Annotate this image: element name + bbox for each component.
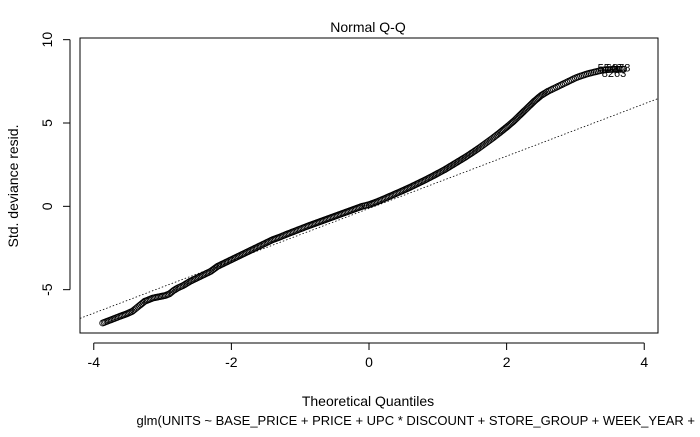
x-tick-label: 4 xyxy=(640,354,648,370)
y-tick-label: -5 xyxy=(39,283,55,296)
reference-line xyxy=(80,98,658,319)
point-label: 8263 xyxy=(602,68,626,80)
data-point xyxy=(615,65,622,73)
y-tick-label: 10 xyxy=(39,32,55,48)
point-label: 5540 xyxy=(598,63,622,75)
data-point xyxy=(613,65,621,73)
plot-frame xyxy=(79,37,659,334)
x-axis: -4 -2 0 2 4 xyxy=(88,342,648,370)
chart-title: Normal Q-Q xyxy=(330,19,406,35)
y-tick-label: 0 xyxy=(39,202,55,210)
data-point xyxy=(611,65,619,73)
x-axis-label: Theoretical Quantiles xyxy=(302,393,434,409)
y-axis: -5 0 5 10 xyxy=(39,32,71,296)
data-point xyxy=(620,65,627,73)
x-tick-label: -4 xyxy=(88,354,101,370)
point-label: 6278 xyxy=(606,63,630,75)
y-tick-label: 5 xyxy=(39,119,55,127)
x-tick-label: 2 xyxy=(503,354,511,370)
model-formula-caption: glm(UNITS ~ BASE_PRICE + PRICE + UPC * D… xyxy=(137,413,695,428)
y-axis-label: Std. deviance resid. xyxy=(5,125,21,248)
x-tick-label: 0 xyxy=(365,354,373,370)
data-point xyxy=(609,65,617,73)
x-tick-label: -2 xyxy=(225,354,238,370)
